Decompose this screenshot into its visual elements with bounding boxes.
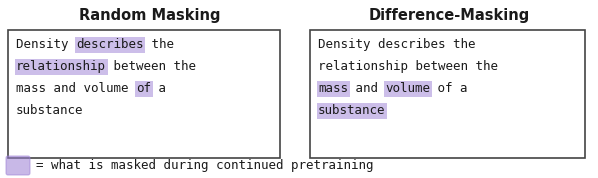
Text: between the: between the (106, 60, 196, 73)
Text: Difference-Masking: Difference-Masking (368, 8, 530, 23)
Text: Density describes the: Density describes the (318, 38, 475, 51)
Text: volume: volume (386, 82, 431, 95)
Text: relationship: relationship (16, 60, 106, 73)
FancyBboxPatch shape (316, 80, 349, 96)
FancyBboxPatch shape (310, 30, 585, 158)
Text: = what is masked during continued pretraining: = what is masked during continued pretra… (36, 159, 374, 172)
Text: relationship between the: relationship between the (318, 60, 498, 73)
FancyBboxPatch shape (135, 80, 152, 96)
Text: Random Masking: Random Masking (80, 8, 221, 23)
Text: substance: substance (318, 104, 386, 117)
Text: describes: describes (76, 38, 144, 51)
Text: of: of (136, 82, 151, 95)
Text: substance: substance (16, 104, 84, 117)
Text: of a: of a (431, 82, 468, 95)
FancyBboxPatch shape (14, 59, 108, 75)
FancyBboxPatch shape (384, 80, 432, 96)
FancyBboxPatch shape (316, 103, 387, 119)
Text: a: a (151, 82, 166, 95)
FancyBboxPatch shape (6, 156, 30, 175)
Text: and: and (348, 82, 386, 95)
Text: mass and volume: mass and volume (16, 82, 136, 95)
Text: Density: Density (16, 38, 76, 51)
FancyBboxPatch shape (75, 36, 145, 53)
Text: the: the (144, 38, 173, 51)
FancyBboxPatch shape (8, 30, 280, 158)
Text: mass: mass (318, 82, 348, 95)
